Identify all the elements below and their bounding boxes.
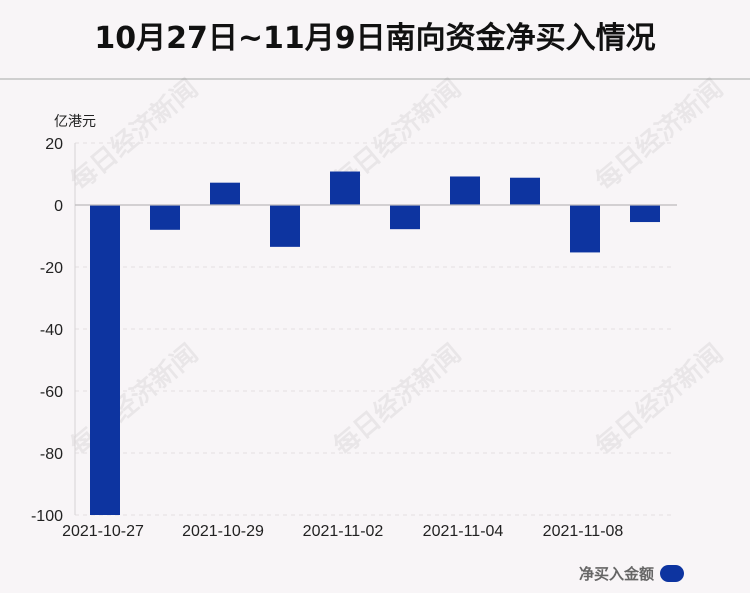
bar: [570, 205, 600, 253]
bar: [90, 205, 120, 515]
y-tick-label: -80: [40, 446, 63, 463]
bar: [150, 205, 180, 230]
y-tick-label: 20: [45, 136, 63, 153]
y-axis-unit-label: 亿港元: [54, 114, 96, 130]
y-tick-label: -20: [40, 260, 63, 277]
bar: [390, 205, 420, 230]
y-tick-label: 0: [54, 198, 63, 215]
bar: [510, 177, 540, 205]
y-tick-label: -40: [40, 322, 63, 339]
y-tick-label: -100: [31, 508, 63, 525]
bar: [330, 171, 360, 205]
bar: [450, 176, 480, 205]
x-tick-label: 2021-11-08: [543, 523, 624, 540]
x-tick-label: 2021-11-04: [423, 523, 504, 540]
bar: [270, 205, 300, 247]
legend-swatch: [660, 565, 684, 582]
x-tick-label: 2021-10-27: [62, 523, 144, 540]
legend-label: 净买入金额: [578, 565, 654, 583]
bar: [630, 205, 660, 223]
legend: 净买入金额: [579, 563, 684, 584]
chart-title: 10月27日~11月9日南向资金净买入情况: [0, 0, 750, 80]
x-tick-label: 2021-11-02: [303, 523, 384, 540]
x-tick-label: 2021-10-29: [182, 523, 264, 540]
bar: [210, 182, 240, 205]
y-tick-label: -60: [40, 384, 63, 401]
